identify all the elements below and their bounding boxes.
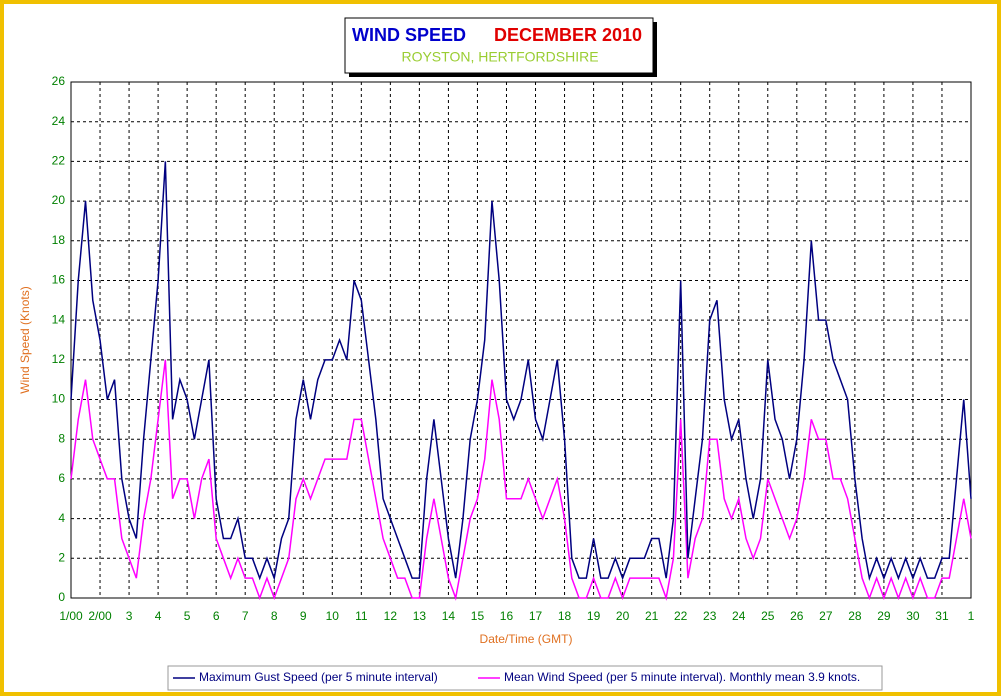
x-tick-label: 13 <box>413 609 427 623</box>
x-tick-label: 21 <box>645 609 659 623</box>
legend <box>167 665 883 691</box>
y-tick-label: 4 <box>58 511 65 525</box>
x-tick-label: 22 <box>674 609 688 623</box>
x-tick-label: 27 <box>819 609 833 623</box>
chart-subtitle: ROYSTON, HERTFORDSHIRE <box>401 49 598 65</box>
x-tick-label: 31 <box>935 609 949 623</box>
y-tick-label: 10 <box>52 392 66 406</box>
x-tick-label: 5 <box>184 609 191 623</box>
x-tick-label: 16 <box>500 609 514 623</box>
title-box <box>344 17 654 74</box>
x-tick-label: 17 <box>529 609 543 623</box>
x-tick-label: 14 <box>442 609 456 623</box>
series-line <box>70 359 972 601</box>
x-tick-label: 3 <box>126 609 133 623</box>
x-tick-label: 11 <box>355 609 368 623</box>
series-line <box>70 161 972 581</box>
chart-title: WIND SPEED <box>352 25 466 45</box>
y-tick-label: 20 <box>52 193 66 207</box>
x-tick-label: 12 <box>384 609 398 623</box>
y-axis-label: Wind Speed (Knots) <box>18 286 32 393</box>
x-tick-label: 23 <box>703 609 717 623</box>
x-tick-label: 20 <box>616 609 630 623</box>
x-tick-label: 15 <box>471 609 485 623</box>
x-tick-label: 8 <box>271 609 278 623</box>
x-tick-label: 2/00 <box>88 609 112 623</box>
chart-title-date: DECEMBER 2010 <box>494 25 642 45</box>
x-tick-label: 6 <box>213 609 220 623</box>
x-axis-label: Date/Time (GMT) <box>480 632 573 646</box>
y-tick-label: 18 <box>52 233 66 247</box>
x-tick-label: 18 <box>558 609 572 623</box>
x-tick-label: 26 <box>790 609 804 623</box>
y-tick-label: 16 <box>52 273 66 287</box>
x-tick-label: 29 <box>877 609 891 623</box>
y-tick-label: 2 <box>58 550 65 564</box>
x-tick-label: 9 <box>300 609 307 623</box>
x-tick-label: 24 <box>732 609 746 623</box>
x-tick-label: 28 <box>848 609 862 623</box>
y-tick-label: 26 <box>52 74 66 88</box>
y-tick-label: 14 <box>52 312 66 326</box>
x-tick-label: 1 <box>968 609 975 623</box>
plot-border <box>70 81 972 599</box>
x-tick-label: 10 <box>326 609 340 623</box>
y-tick-label: 8 <box>58 431 65 445</box>
legend-label: Maximum Gust Speed (per 5 minute interva… <box>199 670 438 684</box>
y-tick-label: 12 <box>52 352 66 366</box>
x-tick-label: 4 <box>155 609 162 623</box>
x-tick-label: 19 <box>587 609 601 623</box>
x-tick-label: 1/00 <box>59 609 83 623</box>
y-tick-label: 24 <box>52 114 66 128</box>
x-tick-label: 25 <box>761 609 775 623</box>
y-tick-label: 22 <box>52 154 66 168</box>
y-tick-label: 6 <box>58 471 65 485</box>
x-tick-label: 30 <box>906 609 920 623</box>
y-tick-label: 0 <box>58 590 65 604</box>
legend-label: Mean Wind Speed (per 5 minute interval).… <box>504 670 860 684</box>
x-tick-label: 7 <box>242 609 249 623</box>
